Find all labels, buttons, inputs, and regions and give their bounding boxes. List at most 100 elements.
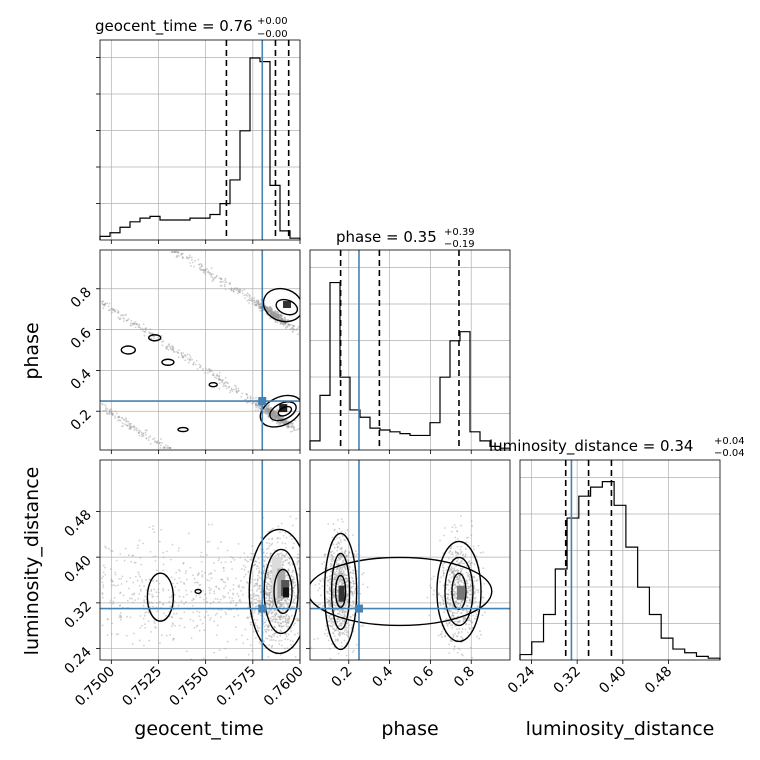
sample-point: [465, 599, 468, 602]
sample-point: [343, 551, 346, 553]
sample-point: [332, 632, 335, 635]
sample-point: [249, 621, 252, 624]
sample-point: [460, 612, 462, 614]
sample-point: [129, 425, 132, 428]
sample-point: [279, 622, 282, 625]
sample-point: [209, 369, 211, 371]
sample-point: [339, 570, 342, 573]
sample-point: [289, 588, 292, 591]
sample-point: [178, 595, 181, 598]
sample-point: [281, 321, 284, 324]
sample-point: [285, 602, 288, 605]
sample-point: [346, 560, 349, 563]
sample-point: [270, 413, 273, 416]
sample-point: [345, 663, 347, 665]
sample-point: [354, 582, 356, 585]
sample-point: [343, 633, 346, 636]
sample-point: [342, 573, 345, 576]
sample-point: [340, 548, 343, 551]
sample-point: [297, 618, 300, 621]
sample-point: [340, 641, 343, 644]
sample-point: [267, 599, 270, 602]
sample-point: [247, 293, 250, 296]
sample-point: [173, 351, 176, 353]
sample-point: [273, 412, 276, 414]
sample-point: [275, 613, 278, 616]
sample-point: [269, 313, 272, 316]
sample-point: [145, 433, 147, 436]
sample-point: [111, 584, 113, 587]
sample-point: [264, 630, 267, 633]
sample-point: [178, 349, 180, 352]
sample-point: [269, 407, 272, 409]
sample-point: [235, 387, 238, 390]
sample-point: [220, 578, 223, 581]
sample-point: [270, 552, 273, 555]
sample-point: [469, 579, 472, 581]
sample-point: [340, 572, 343, 575]
sample-point: [267, 410, 270, 412]
sample-point: [288, 599, 291, 601]
sample-point: [125, 418, 128, 421]
sample-point: [125, 417, 127, 420]
sample-point: [190, 259, 193, 262]
sample-point: [108, 412, 111, 415]
sample-point: [271, 414, 274, 416]
sample-point: [270, 601, 272, 603]
sample-point: [289, 564, 292, 566]
sample-point: [255, 299, 258, 302]
sample-point: [251, 298, 254, 301]
sample-point: [445, 569, 448, 571]
sample-point: [326, 567, 329, 569]
sample-point: [193, 361, 195, 364]
sample-point: [253, 611, 256, 614]
sample-point: [468, 627, 471, 630]
sample-point: [284, 575, 287, 578]
sample-point: [285, 621, 288, 624]
sample-point: [273, 625, 276, 628]
sample-point: [460, 636, 463, 638]
sample-point: [279, 416, 282, 419]
sample-point: [297, 553, 299, 556]
sample-point: [460, 560, 462, 563]
sample-point: [276, 601, 279, 604]
sample-point: [286, 603, 288, 606]
sample-point: [132, 601, 134, 604]
sample-point: [344, 610, 346, 613]
sample-point: [455, 569, 458, 572]
sample-point: [337, 601, 340, 604]
sample-point: [168, 615, 171, 618]
sample-point: [460, 559, 463, 562]
sample-point: [443, 534, 445, 537]
sample-point: [468, 573, 471, 576]
sample-point: [278, 417, 281, 419]
sample-point: [466, 596, 468, 598]
sample-point: [284, 616, 287, 619]
sample-point: [267, 308, 270, 311]
sample-point: [340, 555, 342, 558]
sample-point: [469, 619, 472, 622]
sample-point: [255, 396, 257, 399]
sample-point: [284, 321, 287, 324]
sample-point: [294, 584, 297, 587]
sample-point: [155, 601, 158, 604]
sample-point: [139, 626, 141, 629]
sample-point: [457, 557, 460, 560]
sample-point: [291, 563, 294, 566]
sample-point: [267, 583, 270, 586]
sample-point: [175, 256, 178, 259]
sample-point: [291, 571, 294, 574]
sample-point: [437, 593, 440, 596]
sample-point: [151, 332, 154, 335]
sample-point: [225, 380, 227, 383]
sample-point: [270, 412, 273, 415]
sample-point: [445, 583, 448, 586]
sample-point: [268, 311, 271, 314]
sample-point: [264, 621, 267, 624]
sample-point: [446, 584, 449, 587]
sample-point: [277, 415, 279, 418]
sample-point: [291, 422, 294, 425]
sample-point: [218, 649, 221, 652]
sample-point: [123, 559, 126, 562]
sample-point: [453, 572, 455, 574]
